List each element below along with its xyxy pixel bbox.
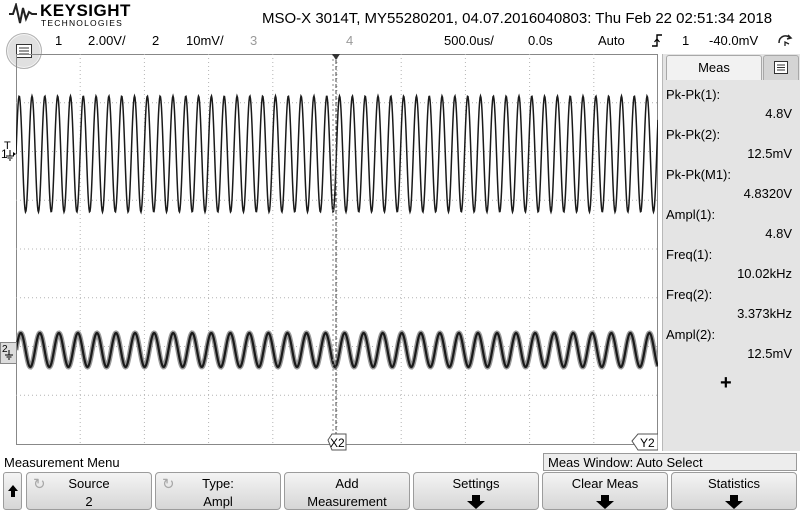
y2-cursor-label: Y2 xyxy=(640,436,655,450)
down-arrow-icon xyxy=(467,495,485,509)
add-measurement-softkey[interactable]: Add Measurement xyxy=(284,472,410,510)
knob-rotate-icon: ↻ xyxy=(162,476,175,493)
up-arrow-icon xyxy=(7,485,18,497)
clear-meas-softkey[interactable]: Clear Meas xyxy=(542,472,668,510)
tab-meas[interactable]: Meas xyxy=(666,55,762,80)
meas-window-status: Meas Window: Auto Select xyxy=(543,453,797,471)
graticule xyxy=(16,54,658,445)
meas-label[interactable]: Pk-Pk(M1): xyxy=(666,167,731,182)
meas-label[interactable]: Freq(2): xyxy=(666,287,713,302)
tab-menu[interactable] xyxy=(763,55,799,80)
back-button[interactable] xyxy=(3,472,22,510)
meas-value: 12.5mV xyxy=(747,146,792,161)
ch2-waveform xyxy=(16,331,658,369)
ch1-ground-marker[interactable]: 1 xyxy=(1,147,8,161)
source-value: 2 xyxy=(85,494,93,509)
meas-value: 10.02kHz xyxy=(737,266,792,281)
trigger-mode[interactable]: Auto xyxy=(598,33,625,48)
ch2-scale[interactable]: 10mV/ xyxy=(186,33,224,48)
source-softkey[interactable]: ↻ Source 2 xyxy=(26,472,152,510)
source-label: Source xyxy=(68,476,110,491)
x2-cursor-label: X2 xyxy=(330,436,345,450)
meas-value: 3.373kHz xyxy=(737,306,792,321)
keysight-logo-icon xyxy=(9,3,37,24)
ch1-scale[interactable]: 2.00V/ xyxy=(88,33,126,48)
add-label: Add xyxy=(335,476,359,491)
settings-label: Settings xyxy=(452,476,500,491)
meas-panel xyxy=(662,54,800,451)
ch2-label[interactable]: 2 xyxy=(152,33,160,48)
touch-rotate-icon[interactable] xyxy=(776,31,796,49)
x2-cursor-marker[interactable]: X2 xyxy=(327,433,347,451)
type-value: Ampl xyxy=(203,494,233,509)
settings-softkey[interactable]: Settings xyxy=(413,472,539,510)
down-arrow-icon xyxy=(596,495,614,509)
meas-value: 4.8V xyxy=(765,226,792,241)
add-value: Measurement xyxy=(307,494,387,509)
meas-value: 12.5mV xyxy=(747,346,792,361)
knob-rotate-icon: ↻ xyxy=(33,476,46,493)
ch1-waveform xyxy=(16,93,658,215)
meas-value: 4.8320V xyxy=(743,186,792,201)
meas-value: 4.8V xyxy=(765,106,792,121)
trigger-level[interactable]: -40.0mV xyxy=(709,33,759,48)
time-delay[interactable]: 0.0s xyxy=(528,33,553,48)
menu-title: Measurement Menu xyxy=(4,455,120,470)
timebase-scale[interactable]: 500.0us/ xyxy=(444,33,494,48)
waveform-display[interactable]: X2 Y2 xyxy=(16,54,658,452)
ch1-ground-icon xyxy=(6,150,16,161)
trigger-level-marker[interactable]: T xyxy=(4,140,11,152)
trigger-position-marker[interactable] xyxy=(332,54,340,60)
meas-label[interactable]: Pk-Pk(1): xyxy=(666,87,721,102)
meas-label[interactable]: Ampl(2): xyxy=(666,327,716,342)
statistics-label: Statistics xyxy=(707,476,760,491)
type-softkey[interactable]: ↻ Type: Ampl xyxy=(155,472,281,510)
meas-label[interactable]: Ampl(1): xyxy=(666,207,716,222)
menu-icon xyxy=(774,61,788,74)
down-arrow-icon xyxy=(725,495,743,509)
clear-meas-label: Clear Meas xyxy=(571,476,639,491)
ch2-ground-icon xyxy=(5,350,13,360)
instrument-title: MSO-X 3014T, MY55280201, 04.07.201604080… xyxy=(262,10,773,27)
meas-label[interactable]: Freq(1): xyxy=(666,247,713,262)
ch3-label[interactable]: 3 xyxy=(250,33,258,48)
type-label: Type: xyxy=(202,476,234,491)
meas-label[interactable]: Pk-Pk(2): xyxy=(666,127,721,142)
trigger-source[interactable]: 1 xyxy=(682,33,690,48)
ch4-label[interactable]: 4 xyxy=(346,33,354,48)
trigger-edge-icon xyxy=(652,34,662,47)
ch2-marker-label: 2 xyxy=(2,344,8,355)
y2-cursor-marker[interactable]: Y2 xyxy=(631,433,658,451)
ch1-label[interactable]: 1 xyxy=(55,33,63,48)
add-measurement-icon[interactable]: + xyxy=(720,372,732,394)
brand-name: KEYSIGHT xyxy=(40,1,131,20)
brand-subtitle: TECHNOLOGIES xyxy=(41,18,123,28)
ch2-ground-marker[interactable]: 2 xyxy=(0,342,17,364)
statistics-softkey[interactable]: Statistics xyxy=(671,472,797,510)
